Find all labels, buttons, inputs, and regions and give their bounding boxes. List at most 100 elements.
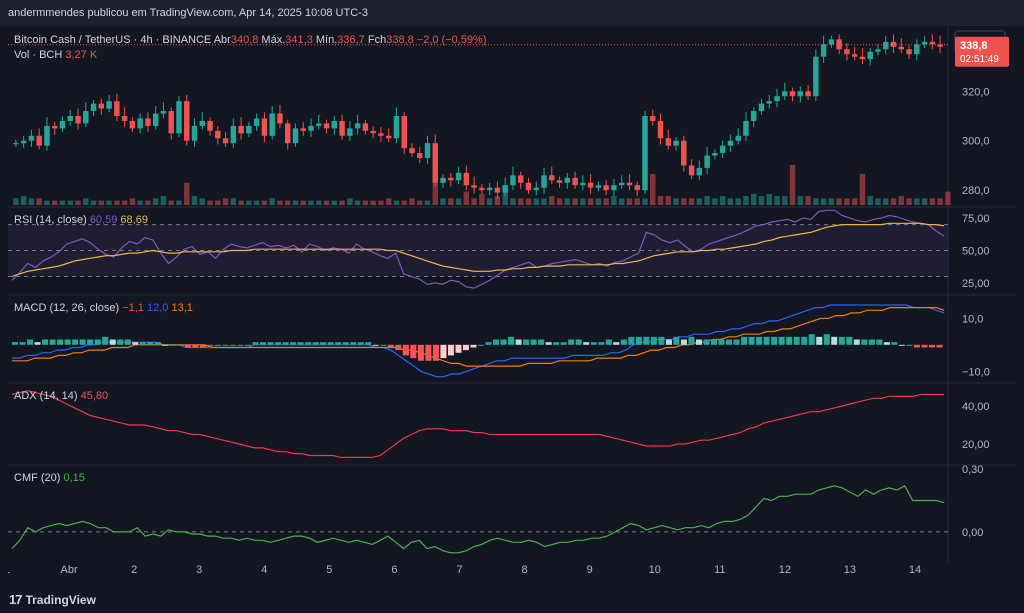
candle-body [463,172,470,186]
volume-bar [308,200,314,205]
candle-body [308,125,314,131]
volume-bar [883,198,889,205]
chart-svg[interactable]: 320,0300,0280,0USDT338,802:51:49Bitcoin … [0,27,1016,579]
volume-bar [354,200,361,205]
candle-body [323,123,330,129]
macd-histogram-bar [305,342,312,345]
candle-body [393,116,400,139]
volume-bar [805,196,811,205]
tradingview-logo[interactable]: 17 TradingView [9,592,96,607]
volume-bar [67,200,73,205]
macd-histogram-bar [816,336,823,345]
macd-histogram-bar [42,339,49,345]
candle-body [665,138,672,146]
macd-histogram-bar [711,339,718,345]
volume-bar [362,200,369,205]
candle-body [541,175,547,188]
volume-bar [199,198,206,205]
candle-body [284,123,291,144]
candle-body [510,175,516,186]
candle-body [13,143,19,145]
volume-bar [549,196,555,205]
candle-body [191,125,198,141]
time-tick-label: 12 [779,564,791,576]
macd-histogram-bar [801,336,808,345]
volume-bar [541,198,547,205]
candle-body [820,44,827,57]
indicator-tick-label: 20,00 [962,439,990,451]
macd-histogram-bar [237,344,244,346]
candle-body [556,180,563,183]
macd-histogram-bar [425,344,432,361]
time-tick-label: 4 [261,564,267,576]
candle-body [207,120,213,131]
chart-area[interactable]: 320,0300,0280,0USDT338,802:51:49Bitcoin … [0,27,1016,579]
candle-body [339,120,345,136]
volume-bar [114,200,120,205]
macd-histogram-bar [861,339,868,345]
volume-bar [261,200,268,205]
volume-bar [370,200,376,205]
volume-bar [595,198,602,205]
volume-bar [859,173,866,205]
macd-histogram-bar [748,336,755,345]
candle-body [385,135,392,139]
ohlc-part: Máx. [258,34,285,46]
macd-histogram-bar [673,336,680,345]
candle-body [261,118,268,136]
macd-histogram-bar [49,339,56,345]
candle-body [331,120,338,129]
indicator-tick-label: −10,0 [962,366,990,378]
macd-histogram-bar [485,342,492,345]
macd-histogram-bar [568,339,575,345]
macd-histogram-bar [598,342,605,345]
volume-bar [347,198,353,205]
indicator-legend: MACD (12, 26, close) −1,1 12,0 13,1 [14,302,193,314]
candle-body [75,116,81,124]
macd-histogram-bar [838,336,845,345]
macd-histogram-bar [658,336,665,345]
volume-bar [106,200,112,205]
volume-bar [385,198,392,205]
candle-body [859,56,866,60]
macd-histogram-bar [357,342,364,345]
candle-body [937,44,943,47]
publish-header: andermmendes publicou em TradingView.com… [0,0,1024,26]
volume-bar [712,198,718,205]
candle-body [906,49,912,55]
candle-body [479,187,485,191]
macd-histogram-bar [380,344,387,346]
volume-bar [517,198,524,205]
volume-bar [719,196,726,205]
candle-body [774,96,780,102]
indicator-legend: ADX (14, 14) 45,80 [14,390,108,402]
indicator-value: 13,1 [171,302,192,314]
time-tick-label: 5 [326,564,332,576]
candle-body [634,185,640,191]
candle-body [486,187,493,191]
volume-bar [921,198,928,205]
ohlc-part: 336,7 [337,34,365,46]
ohlc-part: 341,3 [285,34,313,46]
volume-bar [704,196,710,205]
candle-body [300,128,306,131]
volume-bar [145,200,151,205]
candle-body [316,123,322,126]
volume-bar [176,200,182,205]
macd-histogram-bar [538,339,545,345]
volume-bar [525,198,532,205]
volume-bar [750,193,757,205]
macd-histogram-bar [530,339,537,345]
candle-body [642,116,648,191]
candle-body [362,123,369,131]
volume-bar [890,198,897,205]
candle-body [797,91,804,97]
ohlc-part: Abr [214,34,231,46]
candle-body [898,46,905,50]
macd-histogram-bar [252,342,259,345]
volume-bar [28,198,35,205]
macd-histogram-bar [756,336,763,345]
macd-histogram-bar [613,342,620,345]
macd-histogram-bar [417,344,424,361]
volume-bar [292,200,299,205]
